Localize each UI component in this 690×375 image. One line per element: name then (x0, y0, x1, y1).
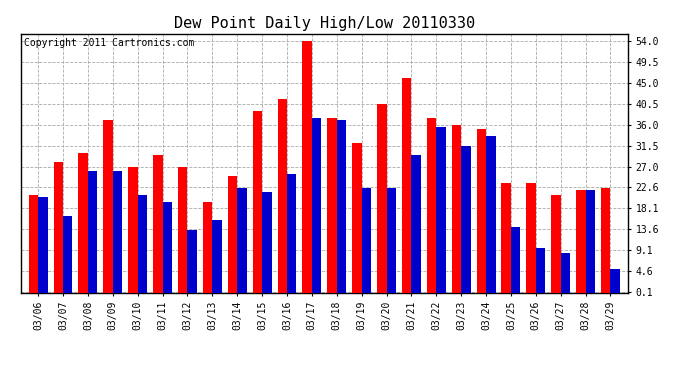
Bar (511, 227, 520, 292)
Bar (362, 188, 371, 292)
Bar (526, 183, 536, 292)
Bar (551, 195, 561, 292)
Bar (486, 136, 495, 292)
Bar (536, 248, 545, 292)
Bar (163, 202, 172, 292)
Bar (63, 216, 72, 292)
Bar (337, 120, 346, 292)
Bar (452, 124, 461, 292)
Bar (576, 190, 586, 292)
Bar (104, 120, 112, 292)
Bar (402, 78, 411, 292)
Bar (436, 127, 446, 292)
Bar (502, 183, 511, 292)
Bar (213, 220, 221, 292)
Bar (327, 118, 337, 292)
Bar (277, 99, 287, 292)
Bar (178, 166, 188, 292)
Bar (29, 195, 38, 292)
Bar (228, 176, 237, 292)
Bar (377, 104, 386, 292)
Bar (312, 118, 322, 292)
Bar (461, 146, 471, 292)
Bar (112, 171, 122, 292)
Text: Copyright 2011 Cartronics.com: Copyright 2011 Cartronics.com (23, 38, 194, 48)
Bar (287, 174, 297, 292)
Bar (253, 111, 262, 292)
Bar (88, 171, 97, 292)
Bar (586, 190, 595, 292)
Bar (262, 192, 272, 292)
Bar (352, 143, 362, 292)
Bar (302, 41, 312, 292)
Bar (601, 188, 611, 292)
Bar (561, 253, 570, 292)
Title: Dew Point Daily High/Low 20110330: Dew Point Daily High/Low 20110330 (174, 16, 475, 31)
Bar (138, 195, 147, 292)
Bar (38, 197, 48, 292)
Bar (427, 118, 436, 292)
Bar (411, 155, 421, 292)
Bar (611, 269, 620, 292)
Bar (79, 153, 88, 292)
Bar (237, 188, 246, 292)
Bar (386, 188, 396, 292)
Bar (203, 202, 213, 292)
Bar (153, 155, 163, 292)
Bar (128, 166, 138, 292)
Bar (54, 162, 63, 292)
Bar (477, 129, 486, 292)
Bar (188, 230, 197, 292)
